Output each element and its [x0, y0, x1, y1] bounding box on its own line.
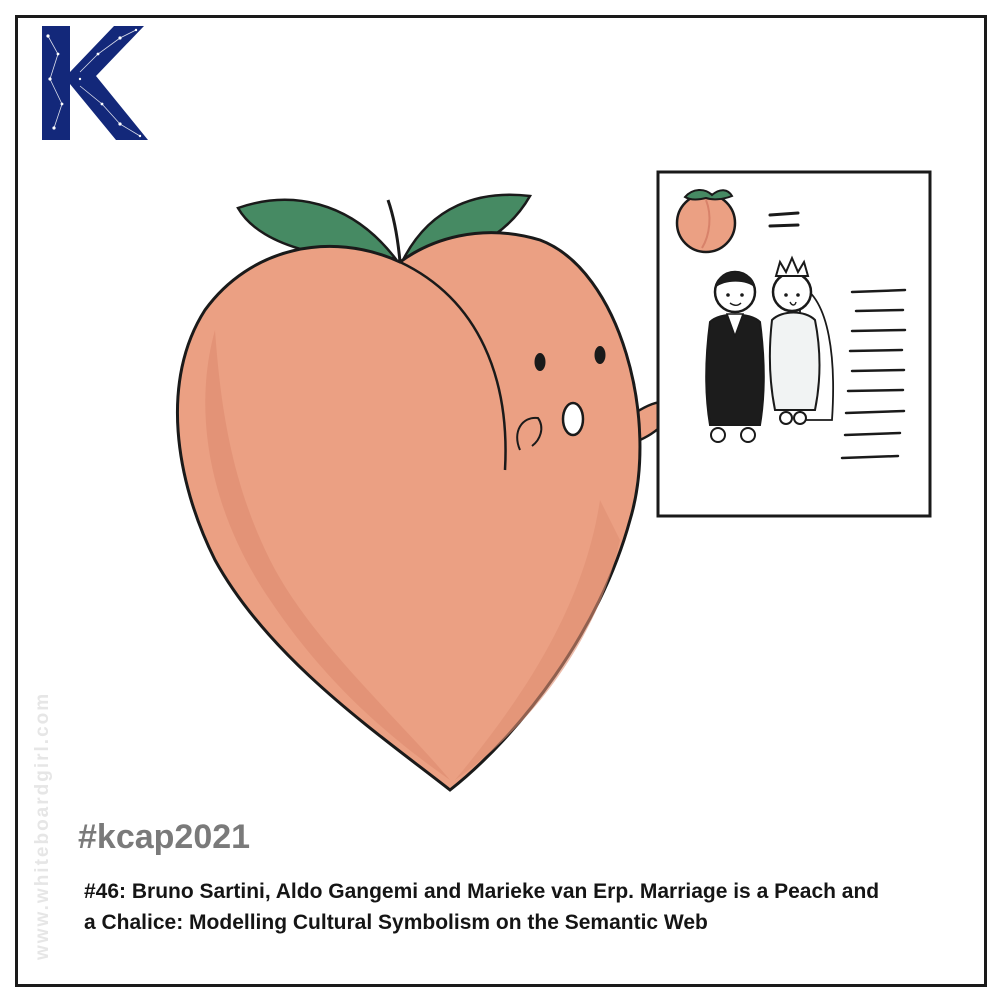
- hashtag: #kcap2021: [78, 818, 251, 856]
- k-logo-letter-shape: [42, 26, 148, 140]
- stem: [386, 199, 402, 263]
- peach-icon: [675, 189, 737, 254]
- caption-line-2: a Chalice: Modelling Cultural Symbolism …: [84, 911, 708, 934]
- caption: #46: Bruno Sartini, Aldo Gangemi and Mar…: [84, 876, 974, 938]
- equals-icon: [768, 211, 800, 228]
- peach-character-icon: [175, 231, 642, 792]
- bride-figure: [768, 255, 834, 425]
- peach-left-eye: [534, 353, 546, 371]
- k-logo-icon: [42, 26, 148, 140]
- peach-right-eye: [594, 346, 606, 364]
- left-leaf: [236, 198, 398, 260]
- peach-mouth: [561, 401, 585, 437]
- side-credit: www.whiteboardgirl.com: [32, 691, 53, 960]
- board-text-lines: [840, 288, 907, 460]
- peach-hand-mark: [516, 416, 543, 451]
- caption-line-1: #46: Bruno Sartini, Aldo Gangemi and Mar…: [84, 880, 880, 903]
- groom-figure: [705, 270, 765, 443]
- peach-cleft: [399, 260, 507, 471]
